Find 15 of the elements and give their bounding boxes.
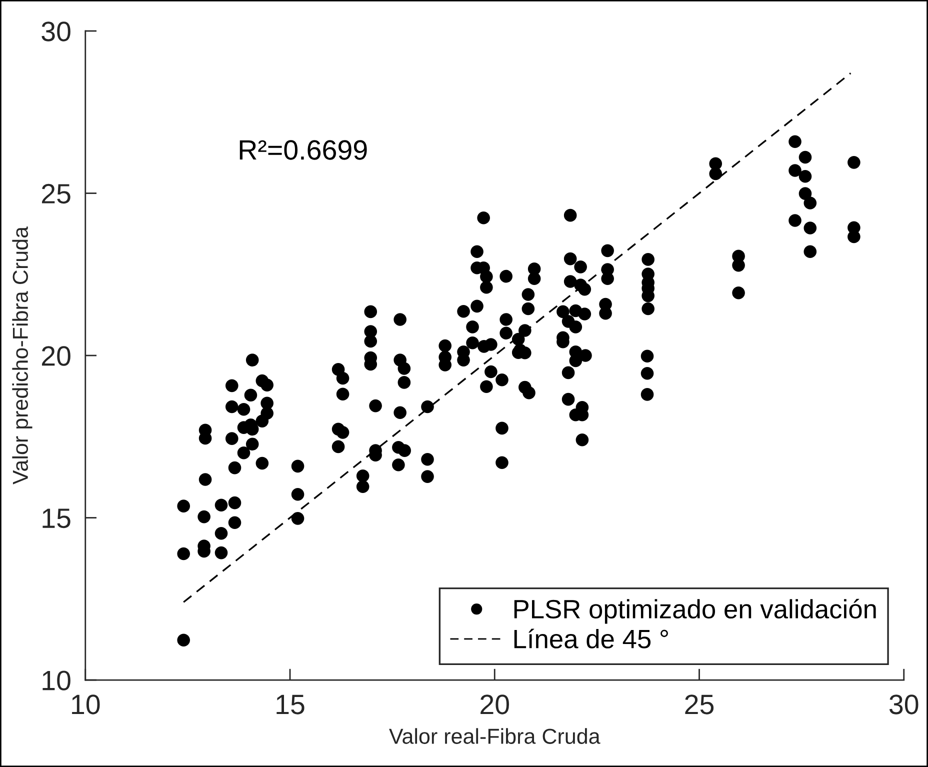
- y-tick-label: 25: [42, 184, 70, 204]
- annotation: R²=0.6699: [240, 140, 367, 160]
- legend-label: Línea de 45 °: [514, 628, 668, 648]
- x-tick-label: 15: [276, 694, 304, 714]
- x-tick-label: 20: [480, 694, 509, 714]
- y-tick-label: 20: [42, 346, 70, 366]
- x-tick-label: 25: [685, 694, 714, 714]
- legend-label: PLSR optimizado en validación: [514, 598, 876, 624]
- x-tick-label: 10: [72, 694, 100, 714]
- y-axis-title: Valor predicho-Fibra Cruda: [12, 226, 32, 484]
- y-tick-label: 15: [42, 508, 70, 528]
- y-tick-label: 30: [42, 22, 70, 42]
- x-axis-title: Valor real-Fibra Cruda: [389, 728, 600, 744]
- y-tick-label: 10: [42, 670, 70, 690]
- x-tick-label: 30: [889, 694, 918, 714]
